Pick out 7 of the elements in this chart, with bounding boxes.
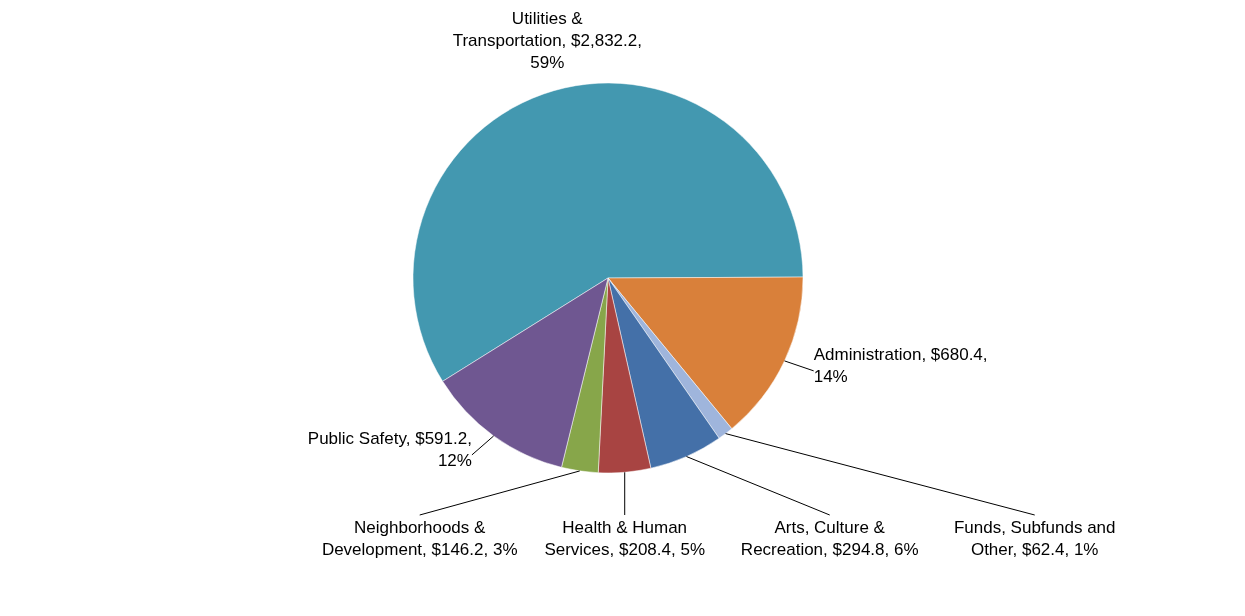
slice-label: Public Safety, $591.2, 12% xyxy=(307,428,472,470)
slice-label: Administration, $680.4, 14% xyxy=(813,344,988,386)
slice-label: Arts, Culture & Recreation, $294.8, 6% xyxy=(740,518,919,559)
slice-label: Funds, Subfunds and Other, $62.4, 1% xyxy=(953,518,1116,559)
slice-label: Neighborhoods & Development, $146.2, 3% xyxy=(321,518,518,559)
slice-label: Health & Human Services, $208.4, 5% xyxy=(544,518,706,559)
slice-label: Utilities & Transportation, $2,832.2, 59% xyxy=(452,9,642,73)
